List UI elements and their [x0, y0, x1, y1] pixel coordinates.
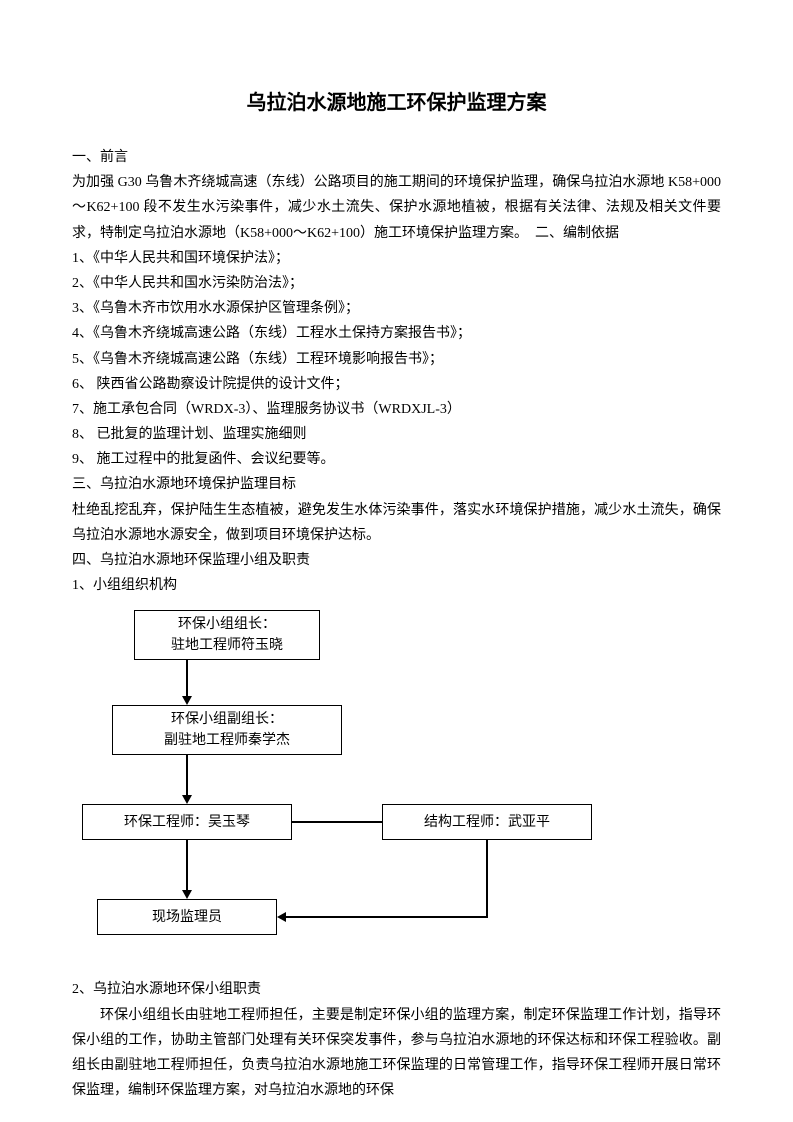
flow-arrow-1-head	[182, 696, 192, 705]
flow-arrow-4-head	[277, 912, 286, 922]
flow-connector-h	[292, 821, 382, 823]
flow-arrow-2-line	[186, 755, 188, 795]
flow-arrow-2-head	[182, 795, 192, 804]
flow-arrow-4-vline	[486, 840, 488, 917]
basis-item-7: 7、施工承包合同（WRDX-3）、监理服务协议书（WRDXJL-3）	[72, 397, 721, 422]
basis-item-9: 9、 施工过程中的批复函件、会议纪要等。	[72, 447, 721, 472]
flow-box-leader: 环保小组组长： 驻地工程师符玉晓	[134, 610, 320, 660]
section-3-heading: 三、乌拉泊水源地环境保护监理目标	[72, 472, 721, 497]
basis-item-1: 1、《中华人民共和国环境保护法》；	[72, 246, 721, 271]
flow-box-deputy-line2: 副驻地工程师秦学杰	[164, 730, 290, 751]
basis-item-4: 4、《乌鲁木齐绕城高速公路（东线）工程水土保持方案报告书》；	[72, 321, 721, 346]
section-1-para: 为加强 G30 乌鲁木齐绕城高速（东线）公路项目的施工期间的环境保护监理，确保乌…	[72, 170, 721, 246]
basis-item-2: 2、《中华人民共和国水污染防治法》；	[72, 271, 721, 296]
flow-box-inspector-label: 现场监理员	[152, 907, 222, 928]
basis-item-3: 3、《乌鲁木齐市饮用水水源保护区管理条例》；	[72, 296, 721, 321]
org-flowchart: 环保小组组长： 驻地工程师符玉晓 环保小组副组长： 副驻地工程师秦学杰 环保工程…	[82, 610, 642, 965]
flow-box-inspector: 现场监理员	[97, 899, 277, 935]
basis-item-5: 5、《乌鲁木齐绕城高速公路（东线）工程环境影响报告书》；	[72, 347, 721, 372]
basis-item-8: 8、 已批复的监理计划、监理实施细则	[72, 422, 721, 447]
page-title: 乌拉泊水源地施工环保护监理方案	[72, 85, 721, 121]
flow-arrow-3-head	[182, 890, 192, 899]
section-1-heading: 一、前言	[72, 145, 721, 170]
flow-box-leader-line2: 驻地工程师符玉晓	[171, 635, 283, 656]
flow-box-env-engineer: 环保工程师：吴玉琴	[82, 804, 292, 840]
section-4-para2: 环保小组组长由驻地工程师担任，主要是制定环保小组的监理方案，制定环保监理工作计划…	[72, 1003, 721, 1104]
section-4-sub1: 1、小组组织机构	[72, 573, 721, 598]
flow-box-env-engineer-label: 环保工程师：吴玉琴	[124, 812, 250, 833]
flow-box-deputy: 环保小组副组长： 副驻地工程师秦学杰	[112, 705, 342, 755]
flow-arrow-1-line	[186, 660, 188, 696]
flow-box-struct-engineer: 结构工程师：武亚平	[382, 804, 592, 840]
flow-box-leader-line1: 环保小组组长：	[178, 614, 276, 635]
basis-item-6: 6、 陕西省公路勘察设计院提供的设计文件；	[72, 372, 721, 397]
section-4-sub2: 2、乌拉泊水源地环保小组职责	[72, 977, 721, 1002]
flow-arrow-4-hline	[286, 916, 488, 918]
section-3-para: 杜绝乱挖乱弃，保护陆生生态植被，避免发生水体污染事件，落实水环境保护措施，减少水…	[72, 498, 721, 548]
flow-arrow-3-line	[186, 840, 188, 890]
flow-box-struct-engineer-label: 结构工程师：武亚平	[424, 812, 550, 833]
flow-box-deputy-line1: 环保小组副组长：	[171, 709, 283, 730]
section-4-heading: 四、乌拉泊水源地环保监理小组及职责	[72, 548, 721, 573]
